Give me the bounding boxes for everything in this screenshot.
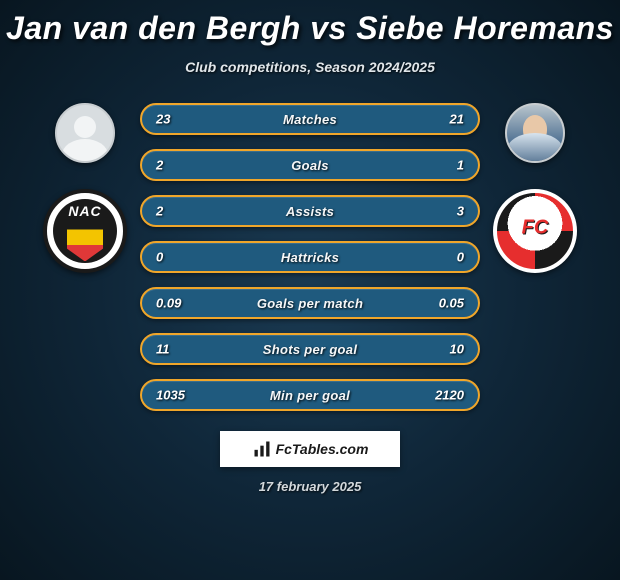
player-right-avatar: [505, 103, 565, 163]
left-column: NAC: [30, 103, 140, 411]
stat-label: Min per goal: [270, 388, 350, 403]
branding-badge: FcTables.com: [220, 431, 400, 467]
stat-left-value: 2: [156, 158, 163, 173]
stat-bar: 0.09 Goals per match 0.05: [140, 287, 480, 319]
stats-bars: 23 Matches 21 2 Goals 1 2 Assists 3 0 Hattricks 0 0.…: [140, 103, 480, 411]
stat-right-value: 10: [450, 342, 464, 357]
date-label: 17 february 2025: [0, 479, 620, 494]
stat-bar: 23 Matches 21: [140, 103, 480, 135]
subtitle: Club competitions, Season 2024/2025: [0, 59, 620, 75]
stat-bar: 11 Shots per goal 10: [140, 333, 480, 365]
stat-left-value: 0: [156, 250, 163, 265]
stat-left-value: 0.09: [156, 296, 181, 311]
content-row: NAC 23 Matches 21 2 Goals 1 2 Assists 3 0 Hattrick…: [0, 103, 620, 411]
chart-icon: [252, 439, 272, 459]
club-left-badge: NAC: [43, 189, 127, 273]
stat-right-value: 0.05: [439, 296, 464, 311]
stat-bar: 2 Goals 1: [140, 149, 480, 181]
stat-label: Assists: [286, 204, 334, 219]
stat-left-value: 11: [156, 342, 170, 357]
stat-label: Matches: [283, 112, 337, 127]
stat-right-value: 3: [457, 204, 464, 219]
stat-right-value: 1: [457, 158, 464, 173]
page-title: Jan van den Bergh vs Siebe Horemans: [0, 0, 620, 47]
stat-label: Goals per match: [257, 296, 363, 311]
stat-right-value: 21: [450, 112, 464, 127]
player-left-avatar: [55, 103, 115, 163]
stat-left-value: 23: [156, 112, 170, 127]
club-right-fc: FC: [522, 216, 549, 239]
right-column: FC: [480, 103, 590, 411]
branding-text: FcTables.com: [276, 441, 369, 457]
stat-bar: 1035 Min per goal 2120: [140, 379, 480, 411]
stat-label: Goals: [291, 158, 329, 173]
stat-right-value: 2120: [435, 388, 464, 403]
stat-left-value: 1035: [156, 388, 185, 403]
stat-left-value: 2: [156, 204, 163, 219]
stat-label: Shots per goal: [263, 342, 358, 357]
stat-bar: 0 Hattricks 0: [140, 241, 480, 273]
club-right-badge: FC: [493, 189, 577, 273]
stat-bar: 2 Assists 3: [140, 195, 480, 227]
stat-label: Hattricks: [281, 250, 339, 265]
club-left-label: NAC: [47, 203, 123, 219]
stat-right-value: 0: [457, 250, 464, 265]
